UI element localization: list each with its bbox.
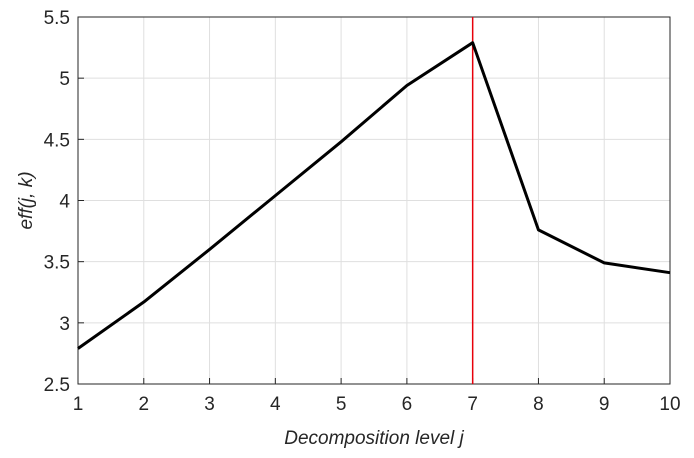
y-tick-label: 5: [59, 69, 70, 90]
series-line: [77, 41, 671, 350]
x-tick-label: 4: [270, 394, 281, 415]
y-tick-label: 3: [59, 314, 70, 335]
y-tick-label: 4: [59, 192, 70, 213]
x-tick-label: 10: [659, 394, 680, 415]
y-tick-label: 2.5: [44, 375, 70, 396]
series-layer: [77, 41, 671, 350]
x-tick-label: 2: [138, 394, 149, 415]
x-tick-label: 7: [467, 394, 478, 415]
grid: [77, 16, 671, 385]
ticks: 1 2 3 4 5 6 7 8 9 10 2.5 3 3.5 4 4.5 5 5.5: [44, 8, 681, 415]
y-tick-label: 4.5: [44, 130, 70, 151]
x-tick-label: 1: [73, 394, 84, 415]
x-tick-label: 9: [599, 394, 610, 415]
x-tick-label: 5: [336, 394, 347, 415]
x-tick-label: 8: [533, 394, 544, 415]
y-tick-label: 5.5: [44, 8, 70, 29]
x-axis-label: Decomposition level j: [284, 428, 464, 449]
y-axis-label: eff(j, k): [16, 171, 37, 229]
x-tick-label: 3: [204, 394, 215, 415]
y-tick-label: 3.5: [44, 253, 70, 274]
x-tick-label: 6: [402, 394, 413, 415]
